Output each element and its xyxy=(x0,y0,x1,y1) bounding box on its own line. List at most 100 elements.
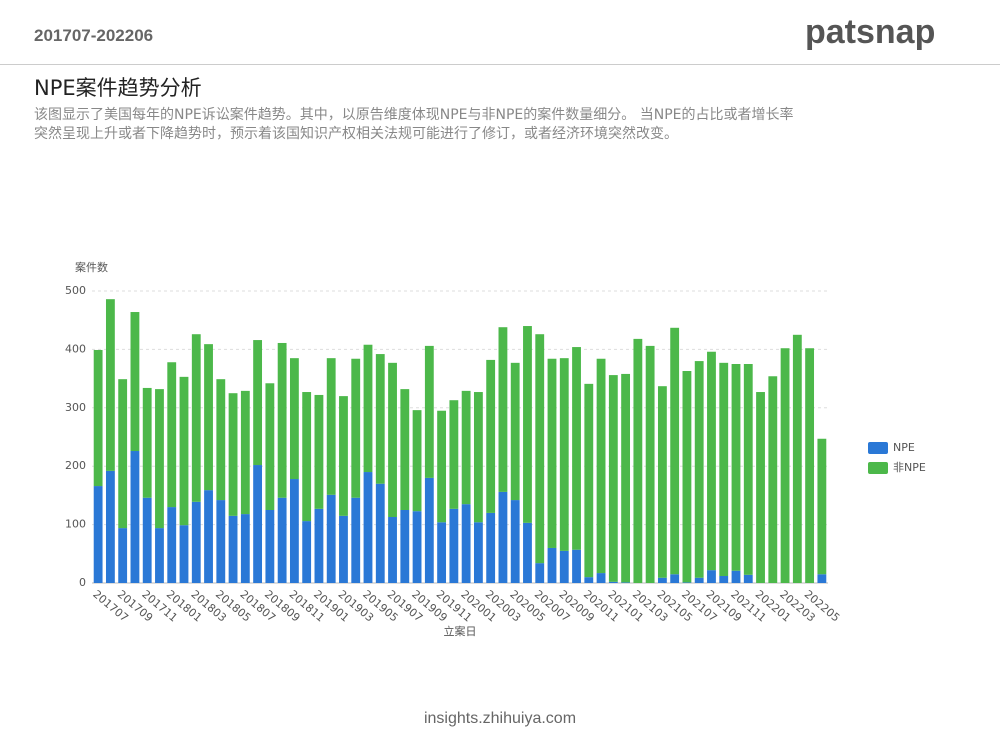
bar-segment xyxy=(780,348,790,583)
bar-segment xyxy=(707,570,716,583)
bar-segment xyxy=(817,574,827,583)
bar-segment xyxy=(731,570,741,583)
bar-segment xyxy=(559,358,569,551)
bar-segment xyxy=(572,549,581,583)
bar-segment xyxy=(228,393,238,516)
bar-segment xyxy=(265,383,275,510)
bar-segment xyxy=(424,477,434,583)
bar-segment xyxy=(302,392,312,522)
period: 201707-202206 xyxy=(34,26,154,45)
bar-segment xyxy=(608,375,618,582)
bar-segment xyxy=(93,349,103,487)
bar-segment xyxy=(105,299,115,471)
bar-segment xyxy=(142,387,152,498)
bar-segment xyxy=(523,326,532,523)
legend-swatch xyxy=(868,442,888,454)
bar-segment xyxy=(265,510,275,583)
bar-segment xyxy=(707,351,716,571)
description: 该图显示了美国每年的NPE诉讼案件趋势。其中，以原告维度体现NPE与非NPE的案… xyxy=(34,106,974,144)
bar-segment xyxy=(596,358,606,574)
bar-segment xyxy=(142,497,152,583)
bar-segment xyxy=(155,389,164,529)
bar-segment xyxy=(388,517,397,583)
bar-segment xyxy=(498,327,508,492)
bar-segment xyxy=(645,345,655,583)
bar-segment xyxy=(277,342,287,498)
bar-segment xyxy=(326,494,336,583)
bar-segment xyxy=(559,550,569,583)
legend-swatch xyxy=(868,462,888,474)
bar-segment xyxy=(792,334,802,583)
bar-segment xyxy=(621,373,631,583)
bar-segment xyxy=(363,344,373,473)
bar-segment xyxy=(424,345,434,478)
bar-segment xyxy=(756,392,765,583)
bar-segment xyxy=(510,362,520,501)
bar-segment xyxy=(118,379,128,529)
bar-segment xyxy=(289,358,299,480)
bar-segment xyxy=(240,390,250,515)
bar-segment xyxy=(191,501,201,583)
bar-segment xyxy=(473,522,483,583)
bar-segment xyxy=(412,511,422,583)
bar-segment xyxy=(498,491,508,583)
bar-segment xyxy=(817,438,827,575)
bar-segment xyxy=(449,508,459,583)
bar-segment xyxy=(253,340,263,466)
bar-segment xyxy=(253,465,263,583)
bar-segment xyxy=(388,362,397,518)
bar-segment xyxy=(547,547,557,583)
bar-segment xyxy=(339,515,348,583)
bar-segment xyxy=(633,338,643,583)
bar-segment xyxy=(240,514,250,583)
logo: patsnap xyxy=(805,13,935,51)
bar-segment xyxy=(572,347,581,550)
bar-segment xyxy=(584,577,594,583)
bar-segment xyxy=(547,358,557,548)
bar-segment xyxy=(510,500,520,583)
bar-segment xyxy=(449,400,459,509)
bar-segment xyxy=(694,361,704,578)
bar-segment xyxy=(130,312,140,452)
bar-segment xyxy=(523,522,532,583)
x-axis-title: 立案日 xyxy=(444,624,477,638)
bar-segment xyxy=(155,528,164,583)
legend-label: 非NPE xyxy=(893,461,926,474)
bar-segment xyxy=(461,390,471,505)
bar-segment xyxy=(694,577,704,583)
y-tick-label: 100 xyxy=(65,518,86,531)
bar-segment xyxy=(670,574,680,583)
bar-segment xyxy=(412,410,422,512)
bar-segment xyxy=(339,396,348,516)
bar-segment xyxy=(682,371,692,583)
bar-segment xyxy=(216,379,226,501)
bar-segment xyxy=(216,500,226,583)
bar-segment xyxy=(179,376,189,526)
bar-segment xyxy=(118,528,128,583)
bar-segment xyxy=(719,575,729,583)
bar-segment xyxy=(314,394,324,509)
bar-segment xyxy=(596,573,606,583)
divider xyxy=(0,64,1000,65)
bar-segment xyxy=(486,359,496,513)
bar-segment xyxy=(608,581,618,583)
bar-segment xyxy=(461,504,471,583)
footer: insights.zhihuiya.com xyxy=(423,710,577,727)
bar-segment xyxy=(437,410,447,523)
description-line: 突然呈现上升或者下降趋势时，预示着该国知识产权相关法规可能进行了修订，或者经济环… xyxy=(34,126,678,142)
bar-segment xyxy=(375,354,385,484)
legend-label: NPE xyxy=(893,441,915,454)
bar-segment xyxy=(657,577,667,583)
page-title: NPE案件趋势分析 xyxy=(34,76,202,100)
description-line: 该图显示了美国每年的NPE诉讼案件趋势。其中，以原告维度体现NPE与非NPE的案… xyxy=(34,107,794,123)
bar-segment xyxy=(351,497,361,583)
bar-segment xyxy=(314,508,324,583)
bar-segment xyxy=(437,522,447,583)
bar-segment xyxy=(805,348,815,583)
bar-segment xyxy=(93,486,103,583)
bar-segment xyxy=(363,472,373,583)
bar-segment xyxy=(657,386,667,578)
bar-segment xyxy=(375,483,385,583)
